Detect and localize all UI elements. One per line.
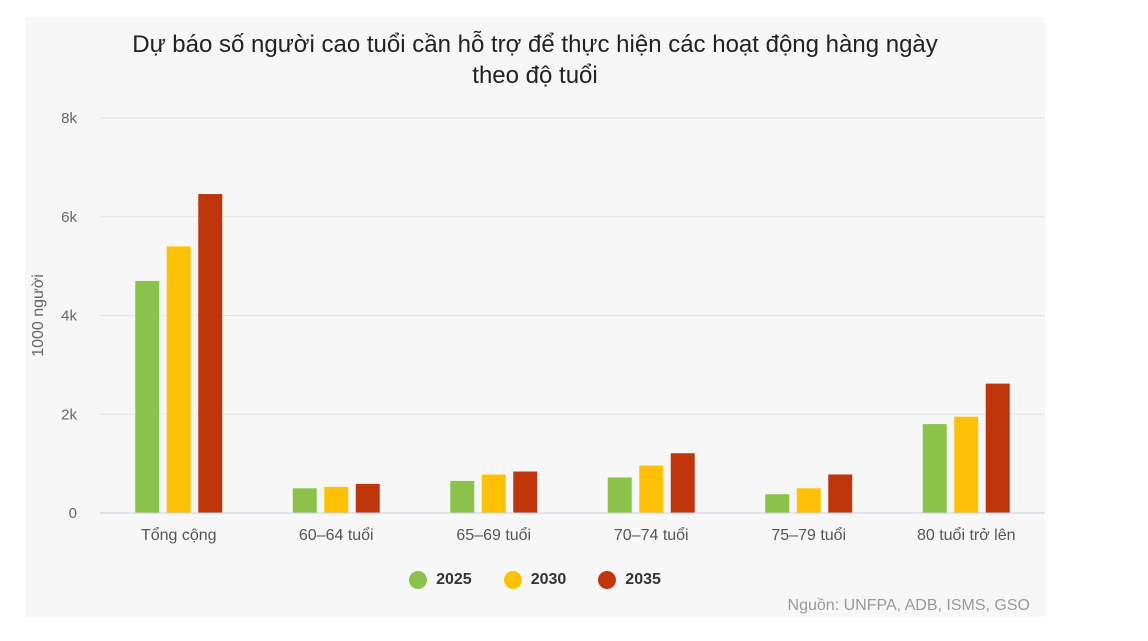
y-tick-label: 0 [69, 505, 77, 522]
chart-panel: Dự báo số người cao tuổi cần hỗ trợ để t… [25, 17, 1045, 617]
y-tick-label: 6k [61, 209, 77, 226]
y-axis-label: 1000 người [30, 274, 47, 357]
legend-label: 2025 [436, 571, 472, 588]
legend-label: 2030 [530, 571, 567, 588]
bar-2025[interactable] [450, 480, 475, 513]
y-tick-label: 8k [61, 110, 77, 127]
bar-2025[interactable] [135, 280, 160, 513]
legend-item-2035[interactable]: 2035 [598, 571, 661, 589]
bar-2030[interactable] [481, 474, 506, 513]
x-tick-label: 75–79 tuổi [771, 526, 846, 544]
bar-2035[interactable] [670, 453, 695, 513]
x-tick-label: 65–69 tuổi [456, 526, 531, 544]
bar-2035[interactable] [828, 474, 853, 513]
legend-marker-icon [598, 571, 617, 589]
bar-2030[interactable] [796, 488, 821, 513]
bar-chart-plot: 0 2k 4k 6k 8k Tổng cộng 60–64 tuổi 65–69 tuổi 7… [30, 110, 1045, 544]
legend-item-2030[interactable]: 2030 [503, 571, 567, 589]
legend-label: 2035 [625, 571, 661, 588]
chart-title-line-2: theo độ tuổi [472, 62, 598, 89]
bar-2030[interactable] [166, 246, 191, 513]
legend: 2025 2030 2035 [25, 571, 1045, 589]
source-note: Nguồn: UNFPA, ADB, ISMS, GSO [787, 597, 1030, 614]
x-tick-label: 60–64 tuổi [299, 526, 374, 544]
x-tick-label: Tổng cộng [141, 526, 217, 544]
gridlines [100, 117, 1045, 415]
y-tick-label: 4k [61, 308, 77, 325]
bar-2035[interactable] [513, 471, 538, 513]
legend-marker-icon [409, 571, 428, 589]
bar-2025[interactable] [922, 424, 947, 513]
bar-2030[interactable] [324, 486, 349, 513]
bar-2035[interactable] [985, 383, 1010, 513]
bar-2030[interactable] [954, 416, 979, 513]
y-axis-ticks: 0 2k 4k 6k 8k [61, 110, 77, 522]
bar-2025[interactable] [292, 488, 317, 513]
legend-item-2025[interactable]: 2025 [409, 571, 472, 589]
x-tick-label: 70–74 tuổi [614, 526, 689, 544]
bar-2025[interactable] [607, 477, 632, 513]
legend-marker-icon [503, 571, 522, 589]
bar-2030[interactable] [639, 465, 664, 513]
bars [135, 194, 1010, 513]
y-tick-label: 2k [61, 406, 77, 423]
chart-title: Dự báo số người cao tuổi cần hỗ trợ để t… [25, 29, 1045, 91]
bar-2035[interactable] [198, 194, 223, 513]
chart-title-line-1: Dự báo số người cao tuổi cần hỗ trợ để t… [132, 31, 938, 58]
bar-2035[interactable] [355, 483, 380, 513]
bar-2025[interactable] [765, 494, 790, 513]
x-tick-label: 80 tuổi trở lên [917, 526, 1016, 544]
x-axis-ticks: Tổng cộng 60–64 tuổi 65–69 tuổi 70–74 tuổi 7… [141, 526, 1016, 544]
